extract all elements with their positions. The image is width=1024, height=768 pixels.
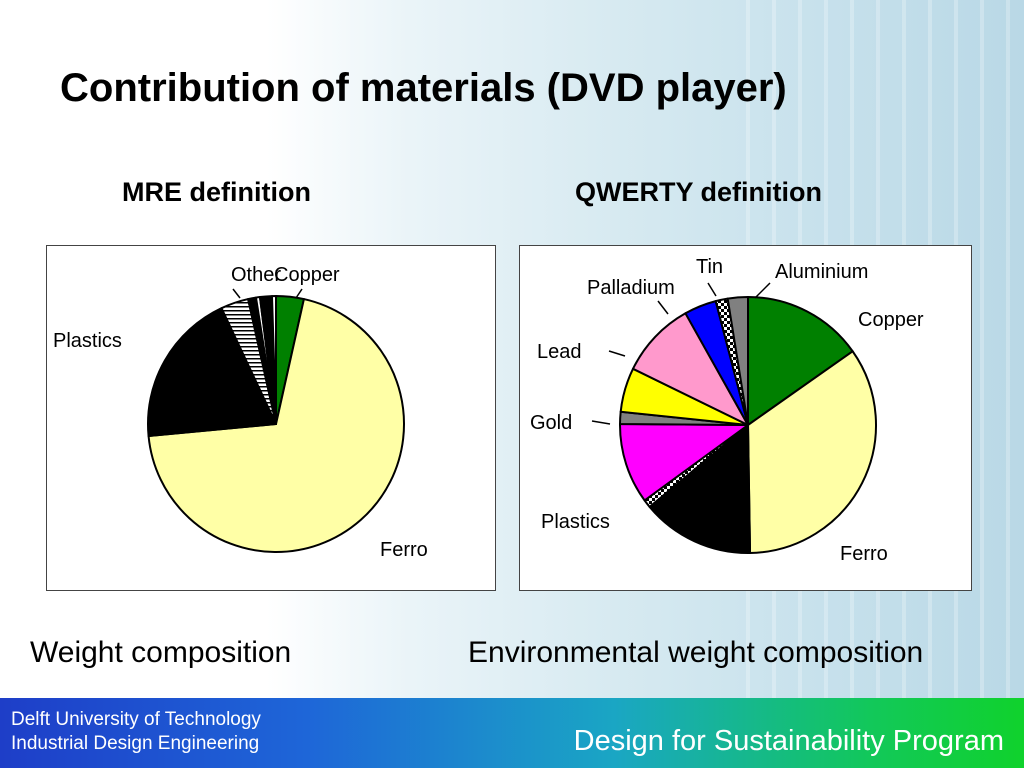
chart-1-label-ferro: Ferro [380, 539, 428, 561]
chart-2-label-copper: Copper [858, 309, 924, 331]
footer-faculty: Industrial Design Engineering [11, 733, 260, 754]
chart-1-leader-copper [295, 288, 303, 299]
chart-2-label-plastics: Plastics [541, 511, 610, 533]
chart-2-pie: Tin Aluminium Palladium Copper Lead Gold… [530, 256, 924, 565]
chart-2-slice-ferro [747, 350, 877, 554]
chart-1-frame: Other Copper Plastics Ferro [46, 245, 496, 591]
footer-university: Delft University of Technology [11, 709, 261, 730]
chart-2-caption: Environmental weight composition [468, 636, 924, 669]
chart-1-pie: Other Copper Plastics Ferro [53, 264, 428, 561]
chart-2-label-tin: Tin [696, 256, 723, 278]
chart-2-slice-gold [619, 422, 749, 502]
chart-1-slice-ferro [147, 298, 405, 553]
chart-1-label-other: Other [231, 264, 281, 286]
chart-1-slice-plastics [147, 307, 277, 438]
chart-2-title: QWERTY definition [575, 177, 822, 207]
chart-2-leader-tin [707, 282, 717, 297]
chart-2-leader-lead [608, 350, 626, 357]
chart-1-slice-minor-7 [270, 295, 277, 425]
chart-1-label-plastics: Plastics [53, 330, 122, 352]
chart-2-slice-aluminium [726, 296, 749, 426]
chart-2-frame: Tin Aluminium Palladium Copper Lead Gold… [519, 245, 972, 591]
footer-institution: Delft University of Technology Industria… [11, 708, 261, 756]
chart-2-label-aluminium: Aluminium [775, 261, 868, 283]
chart-2-label-palladium: Palladium [587, 277, 675, 299]
chart-2-leader-gold [591, 420, 611, 425]
footer-bar: Delft University of Technology Industria… [0, 698, 1024, 768]
chart-1-title: MRE definition [122, 177, 311, 207]
chart-2-slice-plastics [648, 424, 752, 554]
chart-2-slice-palladium [631, 312, 749, 426]
chart-2-leader-palladium [657, 300, 669, 315]
footer-program: Design for Sustainability Program [573, 725, 1004, 757]
chart-1-caption: Weight composition [30, 636, 292, 669]
chart-1-label-copper: Copper [274, 264, 340, 286]
chart-2-leader-aluminium [754, 282, 771, 299]
chart-2-label-lead: Lead [537, 341, 582, 363]
chart-2-label-ferro: Ferro [840, 543, 888, 565]
chart-2-label-gold: Gold [530, 412, 572, 434]
slide-title: Contribution of materials (DVD player) [60, 66, 787, 110]
chart-1-leader-other [232, 288, 241, 299]
